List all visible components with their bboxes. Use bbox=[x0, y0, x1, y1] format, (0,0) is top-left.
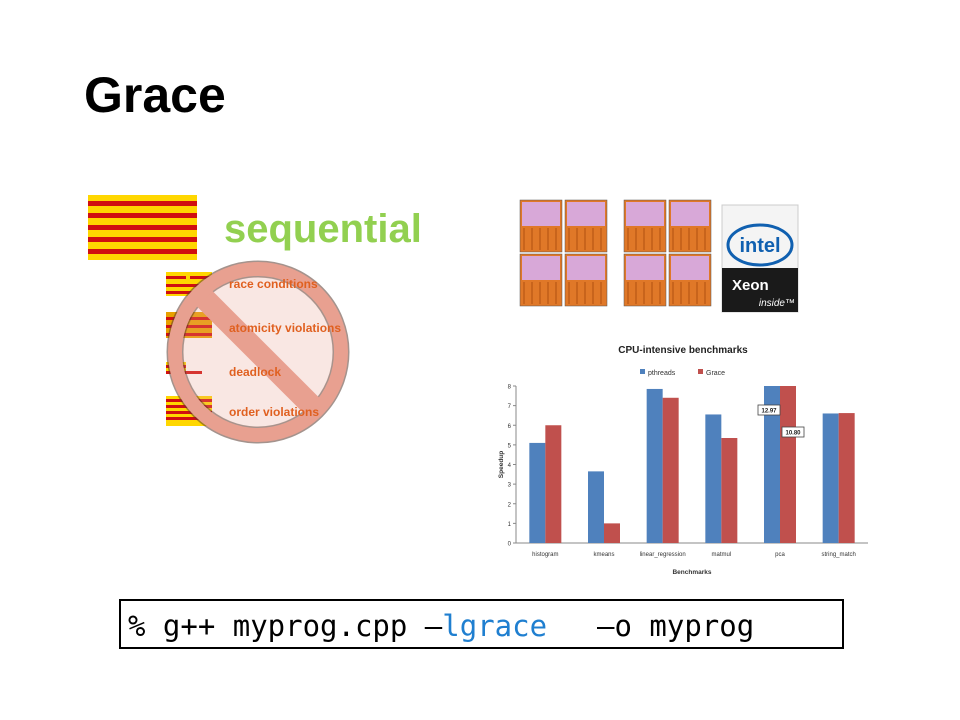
x-tick-label: kmeans bbox=[593, 552, 614, 558]
value-label-box bbox=[757, 404, 781, 416]
command-prefix: % g++ myprog.cpp – bbox=[128, 609, 443, 643]
chart-title: CPU-intensive benchmarks bbox=[618, 345, 748, 356]
bar bbox=[588, 471, 604, 543]
y-tick-label: 2 bbox=[508, 502, 512, 508]
sequential-label: sequential bbox=[224, 207, 422, 251]
bar bbox=[764, 386, 780, 543]
command-suffix: –o myprog bbox=[597, 609, 754, 643]
y-tick-label: 4 bbox=[508, 463, 512, 469]
intel-brand: intel bbox=[739, 235, 780, 257]
legend-swatch bbox=[698, 369, 703, 374]
x-tick-label: matmul bbox=[711, 552, 731, 558]
chip-die bbox=[671, 202, 709, 226]
value-label-box bbox=[781, 426, 805, 438]
plot-area bbox=[529, 386, 855, 543]
y-tick-label: 5 bbox=[508, 443, 512, 449]
bar bbox=[545, 425, 562, 543]
y-axis-label: Speedup bbox=[498, 451, 505, 478]
chip-die bbox=[567, 202, 605, 226]
chip-die bbox=[522, 256, 560, 280]
command-flag: lgrace bbox=[442, 609, 547, 643]
x-tick-label: linear_regression bbox=[640, 552, 686, 558]
bar bbox=[838, 413, 855, 543]
slide-title: Grace bbox=[84, 67, 226, 123]
bar bbox=[604, 523, 620, 543]
y-tick-label: 1 bbox=[508, 522, 512, 528]
x-tick-label: string_match bbox=[821, 552, 855, 558]
value-label: 10.80 bbox=[785, 431, 801, 437]
y-tick-label: 3 bbox=[508, 483, 512, 489]
command-line: % g++ myprog.cpp –lgrace –o myprog bbox=[128, 609, 754, 643]
bar bbox=[529, 442, 546, 543]
bar bbox=[705, 414, 722, 543]
chip-die bbox=[522, 202, 560, 226]
intel-logo: intel Xeon inside™ bbox=[721, 204, 799, 313]
chip-die bbox=[626, 202, 664, 226]
y-tick-label: 0 bbox=[508, 542, 512, 548]
legend-label: Grace bbox=[706, 370, 725, 377]
bar bbox=[822, 413, 839, 543]
x-tick-label: histogram bbox=[532, 552, 558, 558]
y-tick-label: 7 bbox=[508, 404, 512, 410]
value-label: 12.97 bbox=[761, 409, 777, 415]
xeon-label: Xeon bbox=[732, 277, 769, 294]
problem-item: race conditions bbox=[229, 277, 318, 291]
sequential-flag bbox=[88, 195, 197, 260]
inside-label: inside™ bbox=[759, 298, 795, 309]
bar bbox=[721, 438, 738, 543]
x-axis-label: Benchmarks bbox=[672, 569, 711, 576]
problem-item: deadlock bbox=[229, 365, 281, 379]
command-box bbox=[119, 599, 844, 649]
legend-label: pthreads bbox=[648, 370, 676, 377]
y-tick-label: 6 bbox=[508, 424, 512, 430]
bar bbox=[780, 386, 796, 543]
processor-chips bbox=[519, 199, 712, 307]
bar bbox=[646, 388, 663, 543]
legend-swatch bbox=[640, 369, 645, 374]
problem-item: order violations bbox=[229, 405, 319, 419]
problem-item: atomicity violations bbox=[229, 321, 341, 335]
prohibition-sign bbox=[166, 260, 350, 444]
bar bbox=[662, 397, 679, 543]
y-tick-label: 8 bbox=[508, 385, 512, 391]
chip-die bbox=[626, 256, 664, 280]
chip-die bbox=[671, 256, 709, 280]
chip-die bbox=[567, 256, 605, 280]
x-tick-label: pca bbox=[775, 552, 785, 558]
